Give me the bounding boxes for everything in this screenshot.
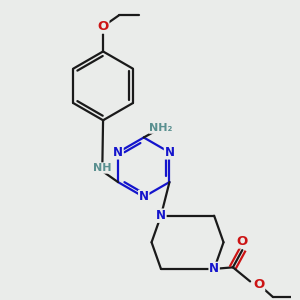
Text: N: N: [113, 146, 123, 159]
Text: NH: NH: [93, 163, 112, 173]
Text: O: O: [237, 235, 248, 248]
Text: N: N: [156, 209, 166, 222]
Text: N: N: [209, 262, 219, 275]
Text: O: O: [253, 278, 265, 291]
Text: N: N: [139, 190, 149, 203]
Text: N: N: [164, 146, 175, 159]
Text: O: O: [98, 20, 109, 33]
Text: NH₂: NH₂: [149, 123, 172, 133]
